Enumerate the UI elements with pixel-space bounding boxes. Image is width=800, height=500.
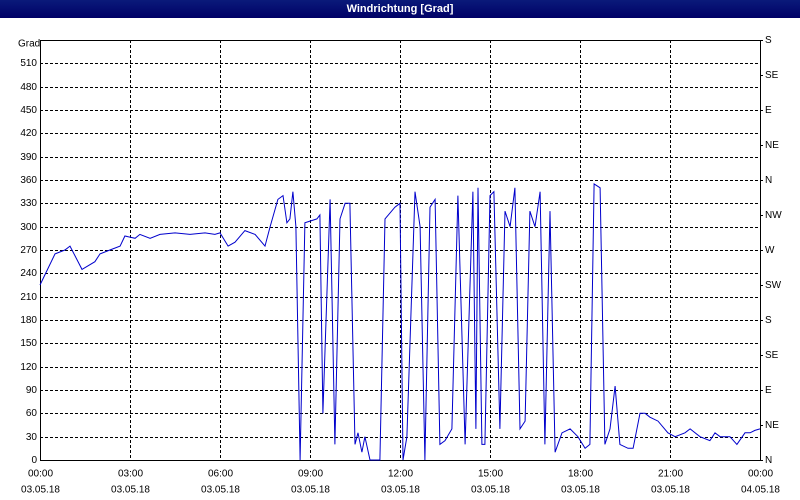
x-tick-label: 06:00 [208,469,233,480]
x-tick-label: 21:00 [658,469,683,480]
y2-tick-label: N [765,455,772,466]
x-tick-label: 15:00 [478,469,503,480]
y-tick-label: 150 [20,338,37,349]
y-tick-label: 300 [20,222,37,233]
y-tick-label: 390 [20,152,37,163]
y2-tick-label: NE [765,420,779,431]
y-tick-label: 330 [20,198,37,209]
y-tick-label: 420 [20,128,37,139]
y-tick-label: 0 [31,455,37,466]
y-tick-label: 210 [20,292,37,303]
x-tick-label: 12:00 [388,469,413,480]
y2-tick-label: SW [765,280,782,291]
x-tick-date: 03.05.18 [651,485,690,496]
y-tick-label: 450 [20,105,37,116]
x-tick-date: 03.05.18 [21,485,60,496]
y-tick-label: 510 [20,58,37,69]
x-tick-label: 00:00 [28,469,53,480]
y2-tick-label: SE [765,350,779,361]
plot-frame [40,40,761,461]
y-tick-label: 180 [20,315,37,326]
data-line [39,182,761,461]
y-tick-label: 240 [20,268,37,279]
y2-tick-label: NE [765,140,779,151]
y-tick-label: 120 [20,362,37,373]
x-tick-label: 18:00 [568,469,593,480]
y-tick-label: 480 [20,82,37,93]
y2-tick-label: NW [765,210,782,221]
y-tick-label: 90 [26,385,38,396]
x-tick-date: 03.05.18 [471,485,510,496]
x-tick-date: 03.05.18 [561,485,600,496]
y-tick-label: 270 [20,245,37,256]
y-axis-label: Grad [18,39,40,50]
x-tick-date: 03.05.18 [291,485,330,496]
y2-tick-label: S [765,315,772,326]
y2-tick-label: SE [765,70,779,81]
x-tick-label: 00:00 [748,469,773,480]
x-tick-date: 03.05.18 [111,485,150,496]
y-tick-label: 60 [26,408,38,419]
y2-tick-label: N [765,175,772,186]
x-tick-date: 04.05.18 [741,485,780,496]
x-tick-date: 03.05.18 [201,485,240,496]
x-tick-label: 09:00 [298,469,323,480]
y2-tick-label: E [765,385,772,396]
title-bar: Windrichtung [Grad] [0,0,800,18]
y-tick-label: 360 [20,175,37,186]
x-tick-date: 03.05.18 [381,485,420,496]
y2-tick-label: W [765,245,775,256]
x-tick-label: 03:00 [118,469,143,480]
y2-tick-label: S [765,35,772,46]
y2-tick-label: E [765,105,772,116]
y-tick-label: 30 [26,432,38,443]
